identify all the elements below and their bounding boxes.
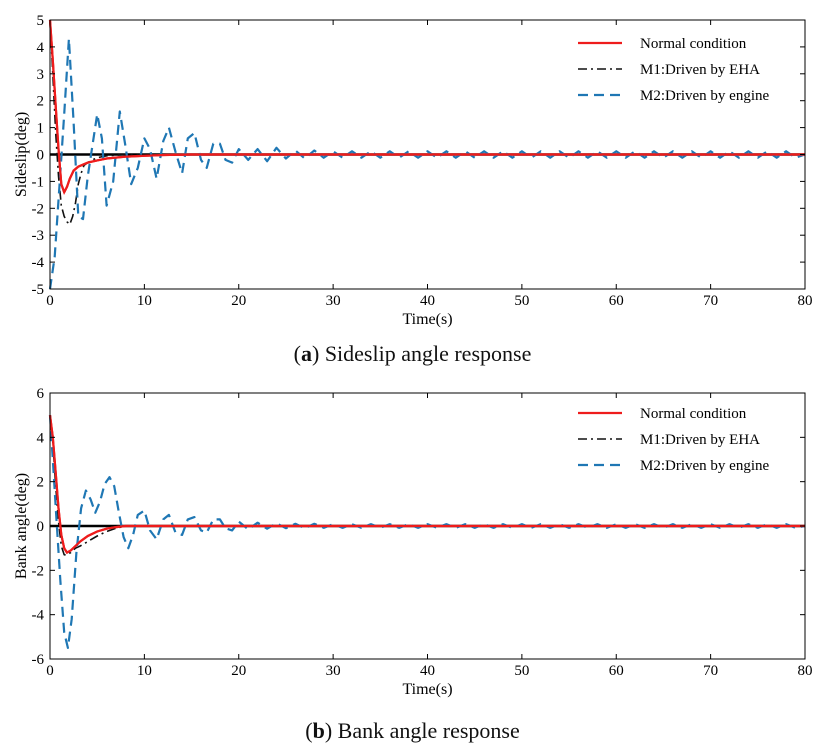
x-tick-label: 40 (420, 293, 435, 309)
y-tick-label: 2 (37, 94, 45, 110)
series-line-3 (48, 415, 806, 650)
x-axis-label: Time(s) (402, 311, 452, 328)
series-line-3 (48, 37, 806, 290)
y-tick-label: -1 (32, 174, 45, 190)
legend-label-1: Normal condition (640, 406, 747, 422)
y-tick-label: -4 (32, 255, 45, 271)
y-tick-label: 0 (37, 519, 45, 535)
y-tick-label: 2 (37, 475, 45, 491)
y-tick-label: -5 (32, 282, 45, 298)
x-axis-label: Time(s) (402, 681, 452, 698)
x-tick-label: 20 (231, 663, 246, 679)
y-tick-label: -2 (32, 563, 45, 579)
x-tick-label: 30 (326, 293, 341, 309)
legend-label-2: M1:Driven by EHA (640, 432, 760, 448)
x-tick-label: 50 (514, 293, 529, 309)
y-tick-label: 1 (37, 121, 45, 137)
y-tick-label: 6 (37, 386, 45, 402)
y-tick-label: 5 (37, 13, 45, 29)
y-tick-label: 0 (37, 148, 45, 164)
y-tick-label: 4 (37, 430, 45, 446)
y-tick-label: -4 (32, 608, 45, 624)
x-tick-label: 30 (326, 663, 341, 679)
x-tick-label: 70 (703, 663, 718, 679)
x-tick-label: 80 (798, 663, 813, 679)
x-tick-label: 0 (46, 663, 54, 679)
y-tick-label: -3 (32, 228, 45, 244)
bank-angle-chart: 0 10 20 30 40 50 60 70 80 -6 -4 -2 0 2 4 6 Time(s) Bank a… (13, 386, 813, 698)
caption-b-label: b (312, 718, 325, 743)
y-axis-label: Sideslip(deg) (13, 112, 30, 197)
x-tick-label: 70 (703, 293, 718, 309)
x-tick-label: 80 (798, 293, 813, 309)
x-tick-label: 10 (137, 293, 152, 309)
legend-label-2: M1:Driven by EHA (640, 62, 760, 78)
caption-a: (a) Sideslip angle response (293, 341, 532, 366)
x-tick-label: 10 (137, 663, 152, 679)
caption-a-label: a (300, 341, 312, 366)
caption-b-text: Bank angle response (337, 718, 520, 743)
x-tick-label: 40 (420, 663, 435, 679)
sideslip-chart: 0 10 20 30 40 50 60 70 80 -5 -4 -3 -2 -1 0 1 2 3 4 5 Time(s)… (13, 13, 813, 328)
y-tick-label: 4 (37, 40, 45, 56)
caption-b: (b) Bank angle response (305, 718, 520, 743)
x-tick-label: 20 (231, 293, 246, 309)
y-tick-label: 3 (37, 67, 45, 83)
x-tick-label: 0 (46, 293, 54, 309)
series-line-normal-top (48, 19, 805, 195)
series-line-normal-top (48, 415, 805, 555)
legend-label-3: M2:Driven by engine (640, 458, 769, 474)
y-axis-label: Bank angle(deg) (13, 473, 30, 579)
legend-label-3: M2:Driven by engine (640, 88, 769, 104)
x-tick-label: 60 (609, 293, 624, 309)
x-tick-label: 50 (514, 663, 529, 679)
x-tick-label: 60 (609, 663, 624, 679)
y-tick-label: -2 (32, 201, 45, 217)
caption-a-text: Sideslip angle response (324, 341, 532, 366)
y-tick-label: -6 (32, 652, 45, 668)
legend-label-1: Normal condition (640, 36, 747, 52)
